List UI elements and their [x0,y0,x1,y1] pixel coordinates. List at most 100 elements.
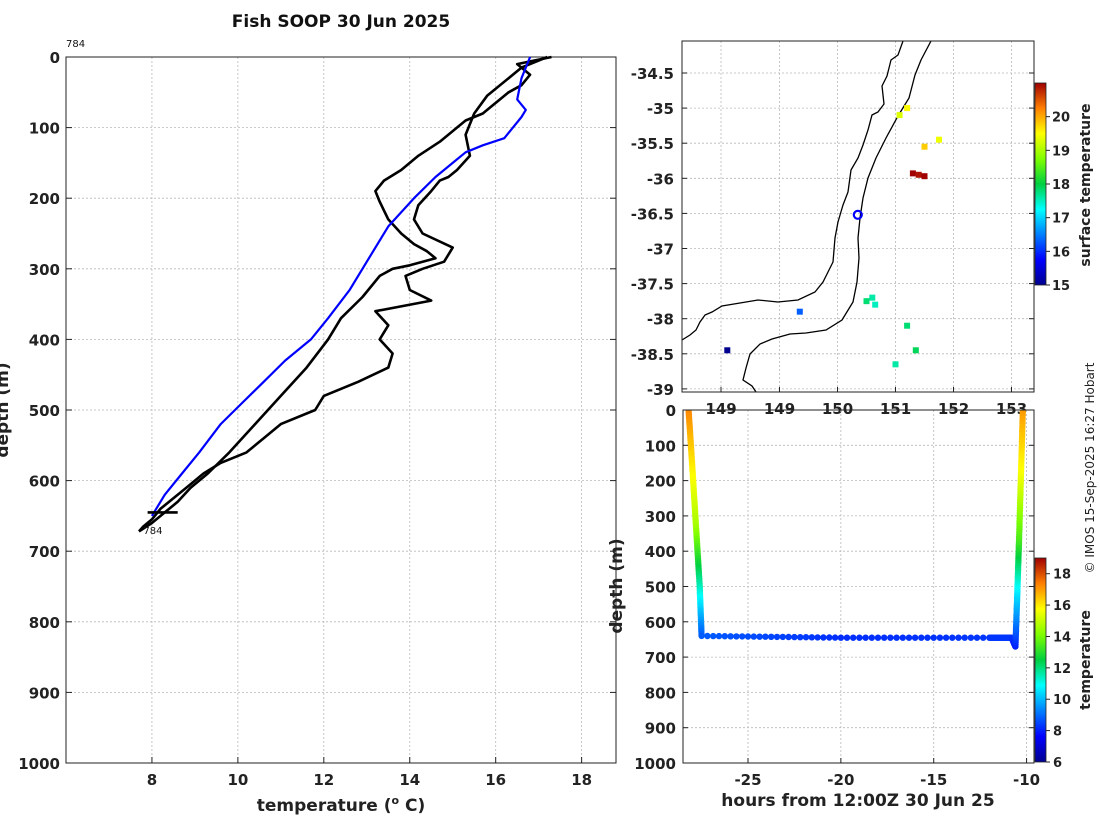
track-point [831,634,839,641]
track-point [802,634,810,641]
track-xtick-label: -10 [1013,771,1040,789]
profile-axes-frame [65,56,617,764]
map-data-point [724,347,731,354]
track-grid [683,409,1034,764]
map-xtick-label: 149 [764,400,795,418]
profile-ylabel: depth (m) [0,362,13,457]
temperature-colorbar [1034,557,1047,763]
track-ytick-label: 700 [645,649,676,667]
map-ytick-label: -37 [647,241,674,259]
track-ytick-label: 500 [645,579,676,597]
map-data-point [896,112,903,119]
track-point [768,633,775,640]
profile-ytick-label: 500 [29,402,60,420]
track-point [837,634,845,641]
map-grid [682,41,1034,392]
temperature-colorbar-tick-label: 16 [1053,599,1071,614]
temperature-colorbar-tick-label: 18 [1053,568,1071,583]
map-ytick-label: -34.5 [631,65,674,83]
profile-series [138,55,552,533]
track-ytick-label: 800 [645,684,676,702]
profile-ytick-label: 300 [29,261,60,279]
profile-ytick-label: 800 [29,614,60,632]
track-ytick-label: 400 [645,543,676,561]
track-point [887,634,894,641]
profile-xlabel: temperature (o C) [257,794,426,816]
track-point [797,634,804,641]
track-point [710,632,717,640]
profile-ytick-label: 200 [29,190,60,208]
map-ticks: 149 149 150 151 152 153 -34.5 -35 -35.5 -36 -36.5 -… [631,65,1034,418]
track-point [899,634,906,641]
profile-ytick-label: 700 [29,543,60,561]
profile-annotations: 784 784 [66,39,162,537]
track-point [739,633,746,640]
track-point [820,634,827,641]
map-data-point [915,171,922,178]
map-xtick-label: 152 [938,400,969,418]
track-point [893,634,900,641]
profile-ticks: 8 10 12 14 16 18 0 100 200 300 400 500 600 700 800 900 1… [18,49,616,789]
map-data-point [892,361,899,368]
profile-annotation-label: 784 [66,39,85,50]
profile-ytick-label: 1000 [18,755,60,773]
temperature-colorbar-tick-label: 14 [1053,630,1071,645]
profile-series-xbt-reference [150,56,532,517]
track-points [685,410,1027,650]
map-ytick-label: -39 [647,381,674,399]
track-point [808,634,815,641]
profile-ytick-label: 100 [29,120,60,138]
surface-temperature-colorbar-tick-label: 19 [1052,144,1070,159]
shelf-contour-path [742,41,932,392]
map-ytick-label: -35 [647,100,674,118]
map-data-point [872,301,879,308]
map-data-point [869,294,876,301]
map-ytick-label: -38.5 [631,346,674,364]
temperature-colorbar-tick-label: 12 [1053,662,1071,677]
profile-xtick-label: 8 [147,771,157,789]
map-panel: 149 149 150 151 152 153-34.5-35-35.5-36-36.5-… [631,40,1094,418]
track-point [936,634,944,641]
track-point [1019,410,1027,414]
map-ytick-label: -36 [647,170,674,188]
surface-temperature-colorbar-tick-label: 16 [1052,245,1070,260]
map-data-point [904,322,911,329]
map-data-point [921,173,928,180]
surface-temperature-colorbar-ticks: 15 16 17 18 19 20 [1046,111,1070,294]
map-data-point [912,347,919,354]
map-ytick-label: -37.5 [631,276,674,294]
temperature-colorbar-label: temperature [1078,610,1094,710]
track-point [721,633,728,640]
track-point [856,634,863,641]
track-point [704,632,711,640]
track-point [750,633,757,640]
map-points [724,105,942,368]
track-point [924,634,931,641]
track-panel: -25 -20 -15 -10 0 100 200 300 400 500 600 700 800 900… [607,402,1094,811]
track-point [930,634,937,641]
credit-text: © IMOS 15-Sep-2025 16:27 Hobart [1083,362,1097,573]
track-point [918,634,925,641]
coastline-path [682,41,904,341]
track-point [733,633,740,640]
track-point [967,634,975,641]
surface-temperature-colorbar-tick-label: 20 [1052,111,1070,126]
surface-temperature-colorbar [1034,82,1047,286]
track-point [862,634,869,641]
map-coastline [682,41,942,392]
profile-panel: 8 10 12 14 16 18 0 100 200 300 400 500 600 700 800 900 1… [0,39,617,816]
temperature-colorbar-tick-label: 10 [1053,693,1071,708]
track-ytick-label: 100 [645,437,676,455]
map-xtick-label: 151 [880,400,911,418]
surface-temperature-colorbar-tick-label: 15 [1052,279,1070,294]
profile-xtick-label: 18 [571,771,592,789]
track-ytick-label: 200 [645,473,676,491]
track-point [881,634,888,641]
track-ytick-label: 900 [645,720,676,738]
track-point [911,634,919,641]
temperature-colorbar-ticks: 6 8 10 12 14 16 18 [1046,568,1071,771]
track-point [698,632,705,640]
track-point [961,634,968,641]
track-ticks: -25 -20 -15 -10 0 100 200 300 400 500 600 700 800 900… [634,402,1040,789]
